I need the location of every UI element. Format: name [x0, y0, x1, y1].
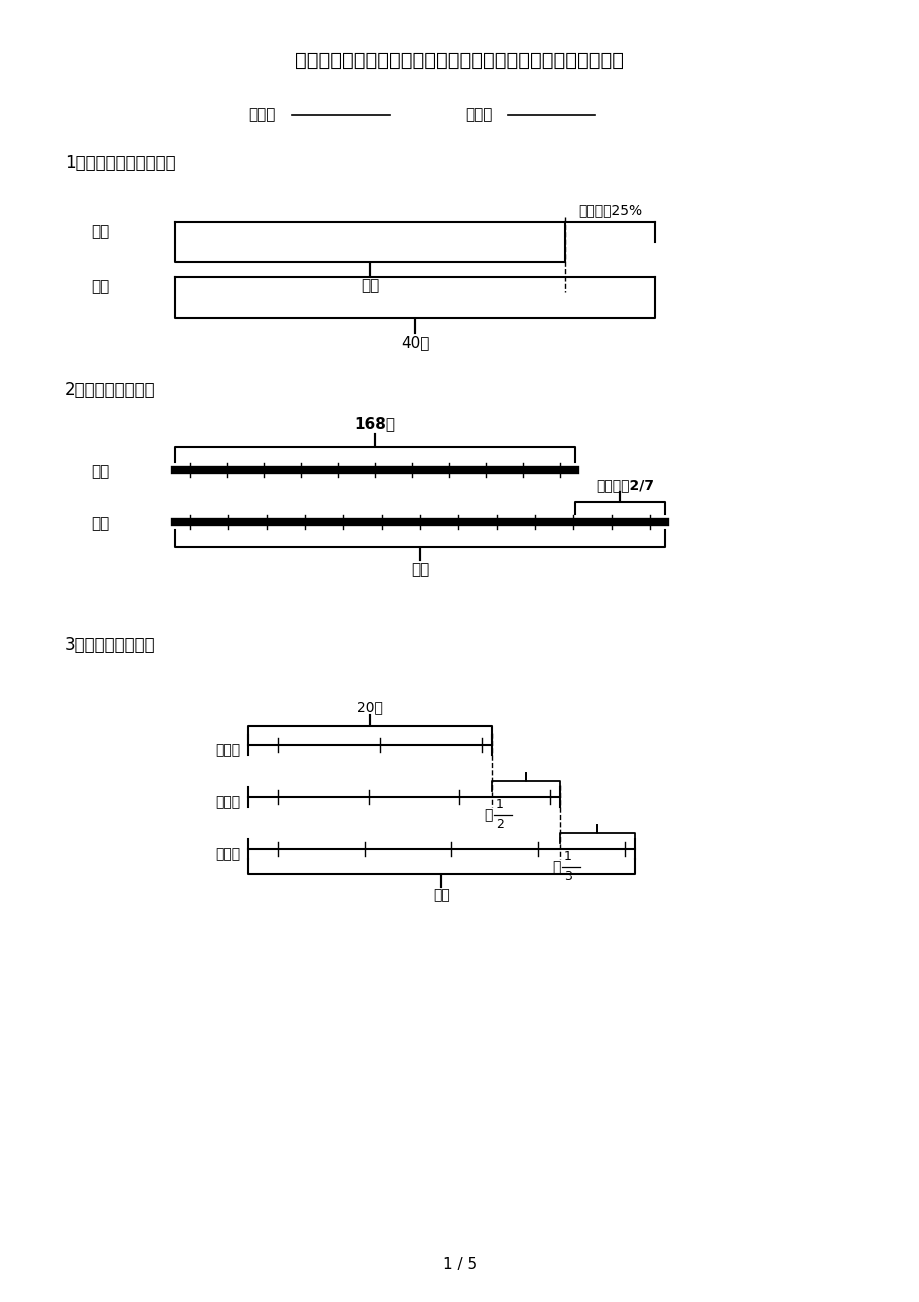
Text: ？年: ？年: [433, 888, 449, 902]
Text: 浙教版最新六年级数学上册专项看图列方程计算提高班日常训练: 浙教版最新六年级数学上册专项看图列方程计算提高班日常训练: [295, 51, 624, 69]
Text: 3．看图列式计算。: 3．看图列式计算。: [65, 635, 155, 654]
Text: 灰兔: 灰兔: [92, 280, 110, 294]
Text: 1．看线段图列式计算。: 1．看线段图列式计算。: [65, 154, 176, 172]
Text: 1: 1: [563, 850, 572, 863]
Text: 比白菜多2/7: 比白菜多2/7: [596, 478, 653, 492]
Text: 40只: 40只: [401, 336, 429, 350]
Text: 班级：: 班级：: [248, 108, 275, 122]
Text: 2．看图列式计算。: 2．看图列式计算。: [65, 381, 155, 398]
Text: 多: 多: [483, 809, 492, 822]
Text: 20年: 20年: [357, 700, 382, 713]
Text: 168吨: 168吨: [354, 417, 395, 431]
Text: ？吨: ？吨: [411, 562, 428, 578]
Text: 白菜: 白菜: [92, 465, 110, 479]
Text: 海象：: 海象：: [215, 848, 240, 861]
Text: 3: 3: [563, 871, 572, 884]
Text: 白兔: 白兔: [92, 224, 110, 240]
Text: 姓名：: 姓名：: [464, 108, 492, 122]
Text: 海狮：: 海狮：: [215, 796, 240, 809]
Text: 多: 多: [551, 861, 560, 874]
Text: ？只: ？只: [360, 279, 379, 293]
Text: 海豹：: 海豹：: [215, 743, 240, 756]
Text: 土豆: 土豆: [92, 517, 110, 531]
Text: 比白兔多25%: 比白兔多25%: [577, 203, 641, 217]
Text: 1: 1: [495, 798, 504, 811]
Text: 1 / 5: 1 / 5: [442, 1258, 477, 1272]
Text: 2: 2: [495, 819, 504, 832]
